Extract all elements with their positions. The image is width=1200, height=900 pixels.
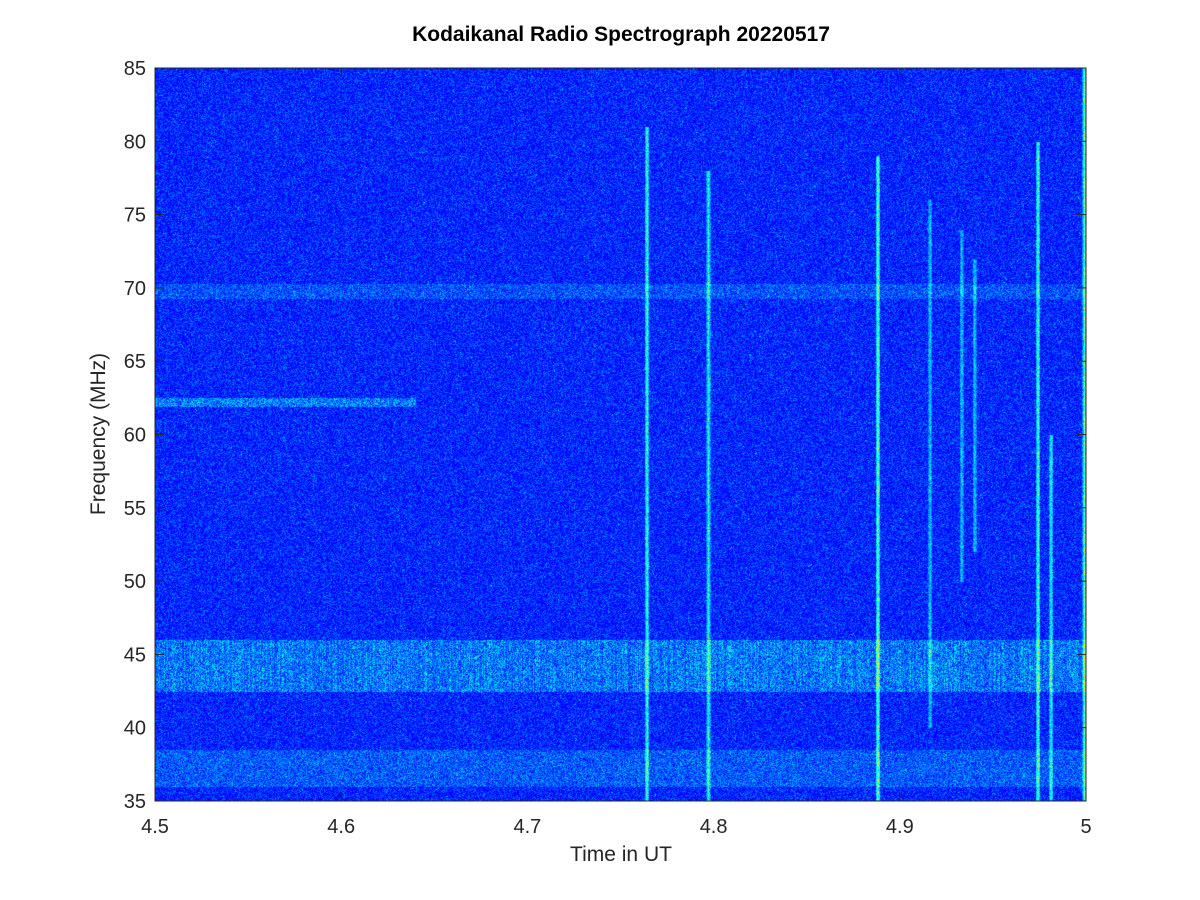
y-tick-label: 85 [124, 58, 146, 80]
y-tick-label: 75 [124, 205, 146, 227]
x-tick-label: 4.8 [700, 816, 728, 838]
y-tick-label: 50 [124, 571, 146, 593]
x-tick-label: 4.9 [886, 816, 914, 838]
y-tick-label: 55 [124, 498, 146, 520]
spectrogram-heatmap [155, 68, 1086, 801]
y-axis-label: Frequency (MHz) [87, 353, 110, 515]
y-tick-label: 65 [124, 351, 146, 373]
y-tick-label: 80 [124, 131, 146, 153]
x-axis-label: Time in UT [570, 843, 672, 866]
x-tick-label: 4.6 [327, 816, 355, 838]
x-axis-ticks: 4.5 4.6 4.7 4.8 4.9 5 [141, 68, 1092, 838]
x-tick-label: 4.7 [513, 816, 541, 838]
y-axis-ticks: 35 40 45 50 55 60 65 70 75 80 85 [124, 58, 1086, 813]
y-tick-label: 45 [124, 644, 146, 666]
chart-title: Kodaikanal Radio Spectrograph 20220517 [412, 23, 830, 46]
y-tick-label: 70 [124, 278, 146, 300]
x-tick-label: 5 [1080, 816, 1091, 838]
plot-area [154, 67, 1087, 802]
y-tick-label: 40 [124, 718, 146, 740]
y-tick-label: 35 [124, 791, 146, 813]
x-tick-label: 4.5 [141, 816, 169, 838]
y-tick-label: 60 [124, 425, 146, 447]
